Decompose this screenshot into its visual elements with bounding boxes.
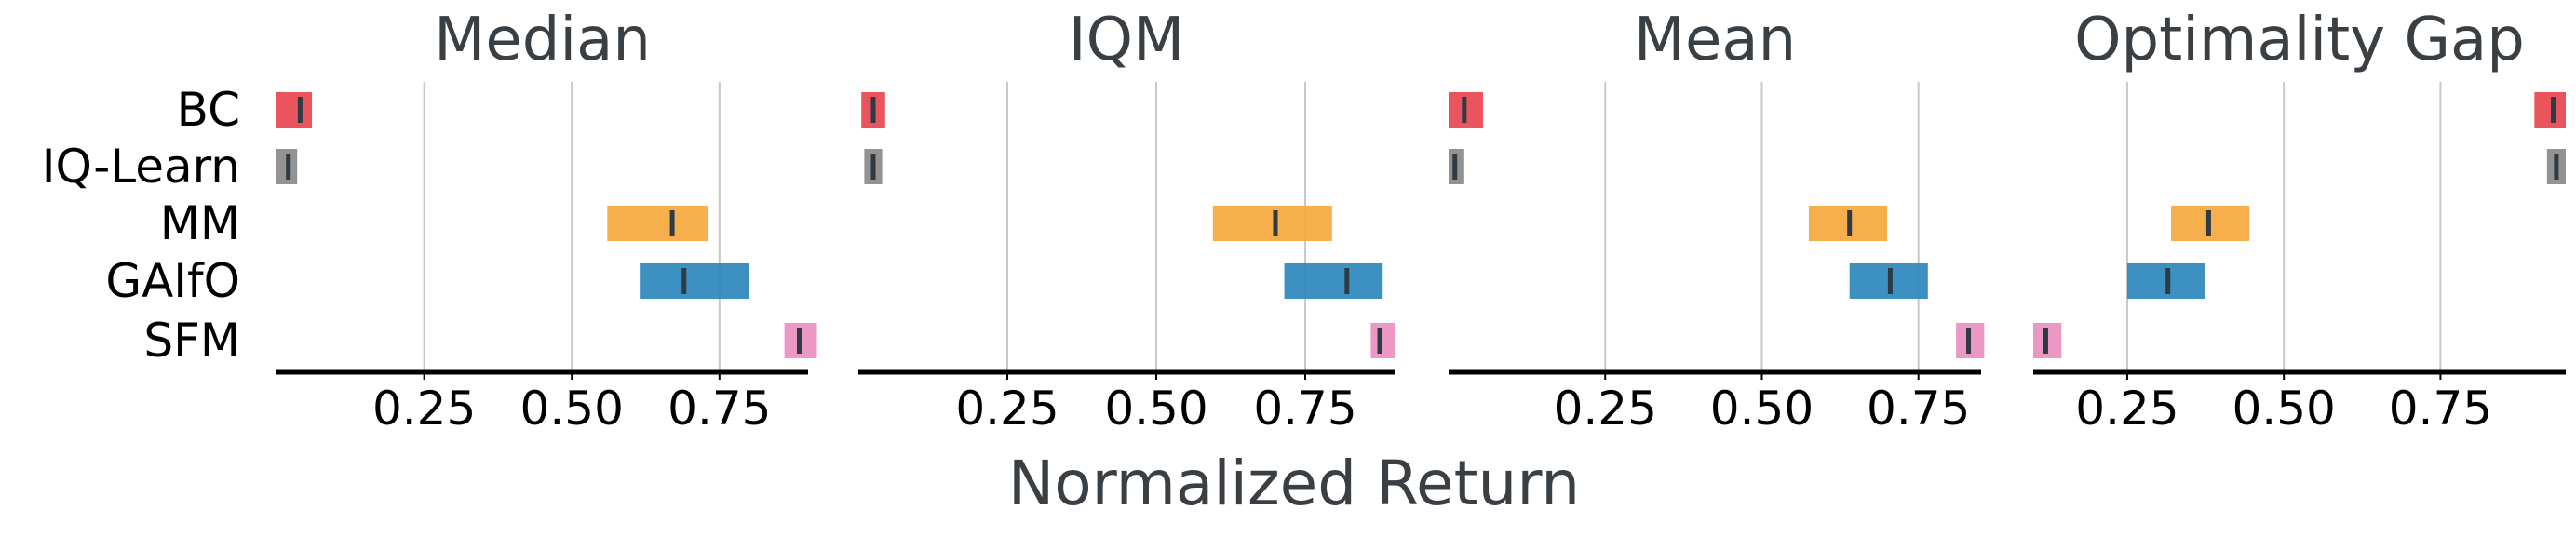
interval-bar-sfm bbox=[1370, 323, 1395, 358]
panel-title: Median bbox=[434, 6, 651, 74]
interval-bar-bc bbox=[2534, 92, 2566, 128]
x-tick-label: 0.50 bbox=[2232, 382, 2336, 436]
interval-bar-bc bbox=[276, 92, 313, 128]
method-label-iq-learn: IQ-Learn bbox=[42, 140, 240, 194]
panels: Median 0.25 0.50 0.75 IQM 0.25 0.50 0.75 Mean 0.2… bbox=[276, 6, 2566, 436]
x-tick-label: 0.50 bbox=[1710, 382, 1814, 436]
interval-bar-mm bbox=[607, 206, 708, 241]
method-label-sfm: SFM bbox=[143, 314, 240, 368]
method-label-mm: MM bbox=[160, 196, 240, 250]
panel-iqm: IQM 0.25 0.50 0.75 bbox=[858, 6, 1395, 436]
x-tick-label: 0.50 bbox=[1104, 382, 1207, 436]
x-tick-label: 0.25 bbox=[1554, 382, 1657, 436]
x-tick-label: 0.25 bbox=[955, 382, 1059, 436]
panel-mean: Mean 0.25 0.50 0.75 bbox=[1449, 6, 1985, 436]
panel-title: Optimality Gap bbox=[2074, 6, 2525, 74]
interval-bar-gaifo bbox=[640, 263, 749, 299]
panel-median: Median 0.25 0.50 0.75 bbox=[276, 6, 817, 436]
panel-optimality-gap: Optimality Gap 0.25 0.50 0.75 bbox=[2033, 6, 2566, 436]
x-tick-label: 0.75 bbox=[1253, 382, 1356, 436]
x-tick-label: 0.75 bbox=[668, 382, 771, 436]
interval-bar-gaifo bbox=[1284, 263, 1383, 299]
interval-bar-mm bbox=[1212, 206, 1332, 241]
method-label-gaifo: GAIfO bbox=[105, 254, 240, 308]
x-axis-label: Normalized Return bbox=[1008, 448, 1580, 519]
panel-title: IQM bbox=[1069, 6, 1184, 74]
x-tick-label: 0.75 bbox=[2389, 382, 2492, 436]
panel-title: Mean bbox=[1634, 6, 1796, 74]
x-tick-label: 0.75 bbox=[1867, 382, 1970, 436]
method-label-bc: BC bbox=[177, 83, 240, 137]
x-tick-label: 0.50 bbox=[520, 382, 624, 436]
x-tick-label: 0.25 bbox=[2075, 382, 2178, 436]
x-tick-label: 0.25 bbox=[372, 382, 476, 436]
